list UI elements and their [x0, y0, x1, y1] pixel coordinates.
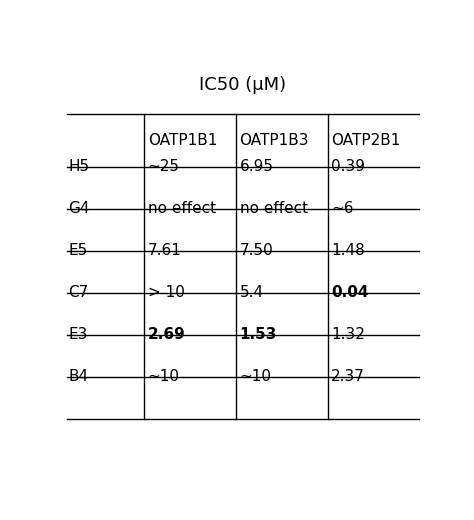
Text: ~10: ~10 — [239, 369, 272, 384]
Text: 1.53: 1.53 — [239, 327, 277, 342]
Text: C7: C7 — [68, 285, 89, 300]
Text: 7.50: 7.50 — [239, 243, 273, 258]
Text: ~10: ~10 — [148, 369, 180, 384]
Text: no effect: no effect — [148, 201, 216, 216]
Text: 2.69: 2.69 — [148, 327, 186, 342]
Text: IC50 (μM): IC50 (μM) — [200, 76, 286, 95]
Text: no effect: no effect — [239, 201, 308, 216]
Text: 6.95: 6.95 — [239, 159, 273, 174]
Text: 0.04: 0.04 — [331, 285, 369, 300]
Text: G4: G4 — [68, 201, 90, 216]
Text: E5: E5 — [68, 243, 88, 258]
Text: ~6: ~6 — [331, 201, 354, 216]
Text: 5.4: 5.4 — [239, 285, 264, 300]
Text: > 10: > 10 — [148, 285, 185, 300]
Text: 1.48: 1.48 — [331, 243, 365, 258]
Text: H5: H5 — [68, 159, 90, 174]
Text: 2.37: 2.37 — [331, 369, 365, 384]
Text: OATP1B3: OATP1B3 — [239, 133, 309, 148]
Text: ~25: ~25 — [148, 159, 180, 174]
Text: B4: B4 — [68, 369, 89, 384]
Text: OATP1B1: OATP1B1 — [148, 133, 217, 148]
Text: 0.39: 0.39 — [331, 159, 365, 174]
Text: 7.61: 7.61 — [148, 243, 182, 258]
Text: E3: E3 — [68, 327, 88, 342]
Text: 1.32: 1.32 — [331, 327, 365, 342]
Text: OATP2B1: OATP2B1 — [331, 133, 401, 148]
